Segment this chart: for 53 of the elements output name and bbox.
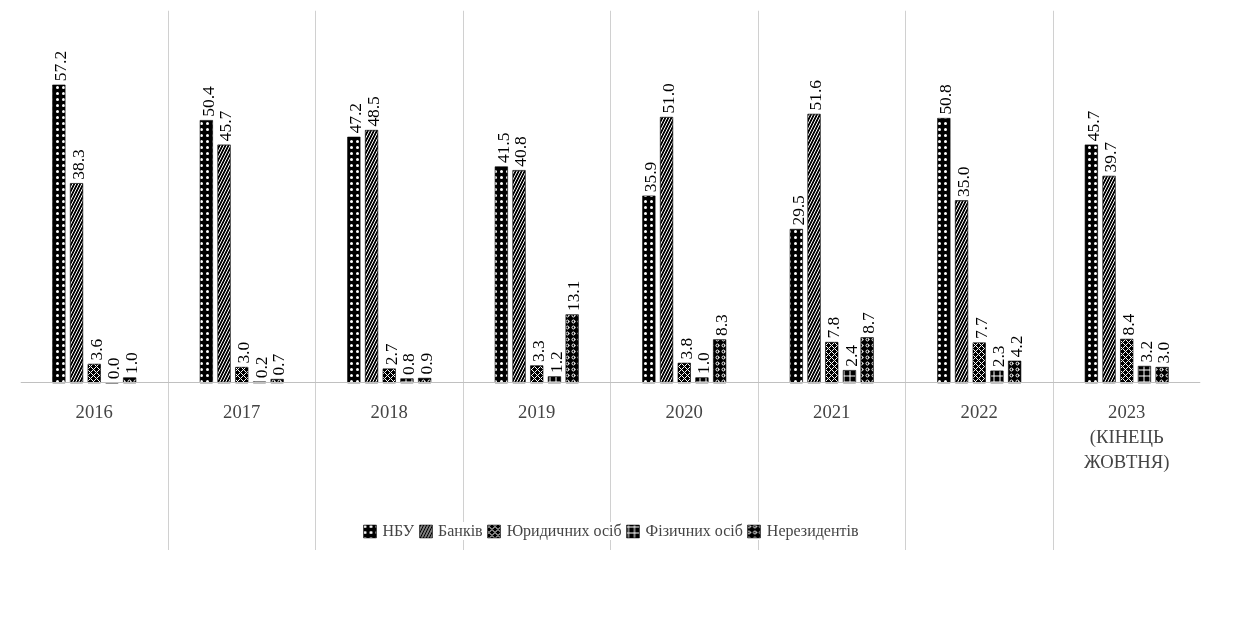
data-label: 3.3: [529, 340, 549, 362]
data-label: 8.7: [859, 311, 879, 334]
data-label: 45.7: [1083, 110, 1103, 142]
data-label: 8.3: [711, 314, 731, 336]
legend-label: Юридичних осіб: [506, 522, 622, 540]
data-label: 3.2: [1136, 340, 1156, 363]
data-label: 38.3: [68, 149, 88, 180]
x-tick-label: 2021: [813, 400, 851, 422]
x-tick-label: 2019: [518, 400, 556, 422]
data-label: 3.0: [234, 341, 254, 364]
data-label: 48.5: [363, 96, 383, 127]
x-tick-label: 2018: [370, 400, 408, 422]
data-label: 8.4: [1119, 313, 1139, 336]
data-label: 35.9: [641, 161, 661, 193]
data-label: 0.2: [251, 356, 271, 379]
data-label: 50.4: [198, 86, 218, 117]
data-label: 35.0: [953, 166, 973, 197]
x-tick-label: 2017: [223, 400, 261, 422]
data-label: 7.8: [824, 316, 844, 339]
data-label: 51.0: [658, 83, 678, 114]
data-label: 1.0: [121, 352, 141, 374]
data-label: 50.8: [936, 84, 956, 115]
data-label: 1.2: [546, 351, 566, 373]
data-label: 3.6: [86, 338, 106, 361]
data-label: 0.8: [399, 353, 419, 376]
data-label: 2.7: [381, 343, 401, 366]
data-label: 3.0: [1154, 341, 1174, 364]
data-label: 47.2: [346, 103, 366, 134]
x-tick-label: 2022: [960, 400, 998, 422]
data-label: 3.8: [676, 337, 696, 360]
data-label: 41.5: [493, 132, 513, 164]
legend-label: Банків: [438, 522, 483, 540]
legend-label: Нерезидентів: [766, 522, 859, 540]
data-label: 0.0: [104, 357, 124, 380]
data-label: 51.6: [806, 79, 826, 111]
data-label: 45.7: [216, 110, 236, 142]
legend-label: Фізичних осіб: [645, 522, 743, 540]
data-label: 2.4: [841, 344, 861, 367]
data-label: 0.9: [416, 352, 436, 375]
data-label: 7.7: [971, 317, 991, 340]
data-label: 4.2: [1006, 335, 1026, 358]
data-label: 0.7: [269, 353, 289, 376]
legend-label: НБУ: [382, 522, 415, 540]
data-label: 1.0: [694, 352, 714, 374]
data-label: 13.1: [564, 280, 584, 311]
data-label: 39.7: [1101, 141, 1121, 173]
data-label: 2.3: [989, 345, 1009, 368]
x-tick-label: 2020: [665, 400, 703, 422]
x-tick-label: 2016: [75, 400, 113, 422]
data-label: 40.8: [511, 136, 531, 167]
x-tick-label: 2023 (КІНЕЦЬ ЖОВТНЯ): [1084, 400, 1170, 474]
data-label: 57.2: [51, 50, 71, 82]
data-label: 29.5: [788, 195, 808, 226]
